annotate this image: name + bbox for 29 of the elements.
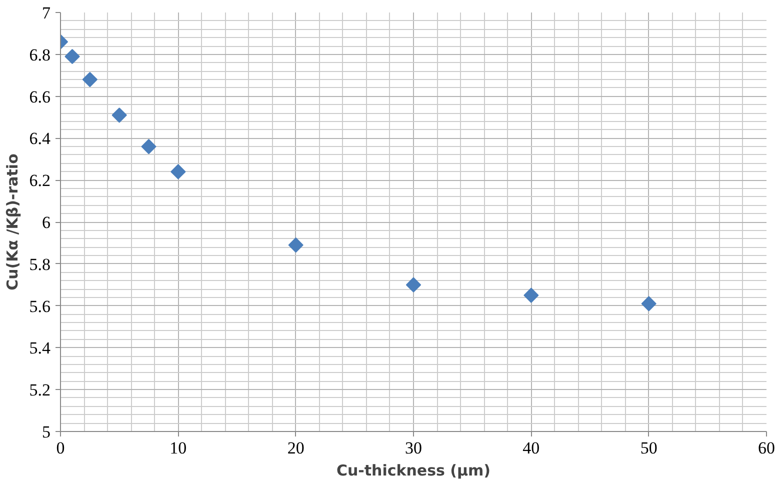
point xyxy=(112,108,127,123)
y-tick-label: 6.2 xyxy=(29,171,50,190)
point xyxy=(82,72,98,88)
y-tick-label: 5.6 xyxy=(29,296,50,316)
y-tick-label: 7 xyxy=(42,4,51,22)
y-tick-label: 5.2 xyxy=(29,380,50,400)
y-tick-label: 6 xyxy=(42,213,50,232)
y-tick-label: 6.8 xyxy=(29,45,50,64)
y-tick-label: 6.6 xyxy=(29,87,50,106)
point xyxy=(406,277,422,292)
y-axis-title: Cu(Kα /Kβ)-ratio xyxy=(3,154,22,290)
y-tick-label: 5.8 xyxy=(29,254,50,274)
y-tick-label: 6.4 xyxy=(29,129,51,148)
x-tick-label: 20 xyxy=(287,438,304,458)
x-tick-label: 30 xyxy=(405,438,422,458)
point xyxy=(641,296,656,312)
point xyxy=(524,288,539,303)
x-axis-title: Cu-thickness (µm) xyxy=(336,462,491,480)
point xyxy=(170,164,186,180)
point xyxy=(288,237,304,253)
x-tick-label: 10 xyxy=(170,438,187,458)
x-tick-label: 0 xyxy=(56,438,65,458)
y-tick-label: 5 xyxy=(42,422,50,442)
x-tick-label: 50 xyxy=(640,438,658,458)
x-tick-label: 40 xyxy=(522,438,540,458)
point xyxy=(64,48,80,64)
y-tick-label: 5.4 xyxy=(29,338,51,358)
x-tick-label: 60 xyxy=(758,438,775,458)
point xyxy=(141,139,156,154)
